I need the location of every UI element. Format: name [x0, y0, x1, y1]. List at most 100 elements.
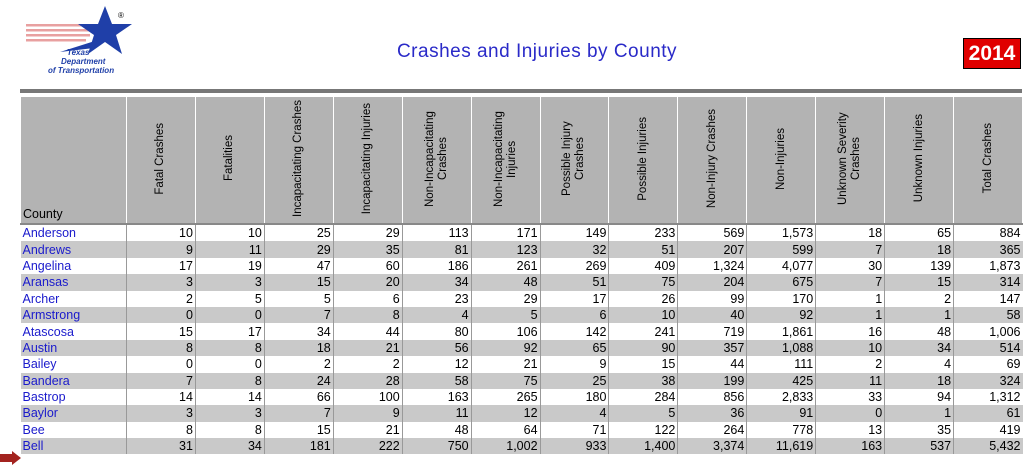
cell: 856: [677, 388, 747, 406]
cell: 34: [401, 274, 472, 291]
county-link[interactable]: Atascosa: [22, 324, 74, 339]
cell: 29: [332, 224, 403, 242]
cell: 2: [263, 356, 334, 373]
column-header-text: Non-Injury Crashes: [705, 108, 718, 209]
cell: 514: [953, 339, 1023, 357]
cell: 8: [126, 339, 196, 357]
county-link[interactable]: Armstrong: [20, 306, 127, 324]
cell: 2,833: [746, 388, 816, 406]
cell: 48: [401, 421, 472, 439]
cell: 20: [332, 274, 403, 291]
cell: 264: [677, 421, 747, 439]
cell: 18: [884, 241, 954, 258]
cell: 123: [470, 241, 541, 258]
cell: 1,861: [746, 323, 816, 340]
table-container: County Fatal Crashes Fatalities Incapacitat…: [20, 96, 1023, 467]
column-header: Non-Injury Crashes: [677, 96, 748, 225]
county-link[interactable]: Bailey: [22, 357, 57, 372]
cell: 4: [401, 306, 472, 324]
txdot-logo: ® Texas Department of Transportation: [26, 6, 132, 75]
county-link[interactable]: Angelina: [22, 258, 72, 273]
table-row: Anderson 10 10 25 29 113 171 149 233 569 1,573 18 65…: [21, 224, 1023, 242]
cell: 30: [815, 257, 885, 275]
cell: 10: [194, 224, 265, 242]
divider: [20, 89, 1022, 93]
cell: 5: [470, 306, 541, 324]
cell: 4,077: [746, 257, 816, 275]
cell: 44: [332, 323, 403, 340]
column-header-text: Possible Injury Crashes: [561, 121, 587, 196]
cell: 425: [746, 372, 816, 389]
cell: 1,573: [746, 224, 816, 242]
cell: 8: [332, 306, 403, 324]
column-header-text: Fatalities: [223, 135, 236, 182]
county-link[interactable]: Archer: [22, 291, 60, 306]
county-link[interactable]: Bell: [20, 438, 127, 455]
county-link[interactable]: Anderson: [22, 226, 77, 241]
county-link[interactable]: Andrews: [20, 241, 127, 258]
cell: 365: [953, 241, 1023, 258]
logo-text: of Transportation: [48, 66, 114, 75]
logo-mark: ®: [118, 11, 124, 20]
cell: 94: [884, 388, 954, 406]
cell: 11: [194, 241, 265, 258]
cell: 3: [126, 405, 196, 422]
cell: 5: [608, 405, 678, 422]
cell: 7: [126, 372, 196, 389]
cell: 23: [401, 290, 472, 307]
column-header: Possible Injuries: [608, 96, 679, 225]
cell: 18: [884, 372, 954, 389]
cell: 60: [332, 257, 403, 275]
cell: 241: [608, 323, 678, 340]
cell: 18: [815, 224, 885, 242]
cell: 675: [746, 274, 816, 291]
county-link[interactable]: Bastrop: [22, 390, 66, 405]
cell: 34: [884, 339, 954, 357]
cell: 51: [608, 241, 678, 258]
cell: 537: [884, 438, 954, 455]
cell: 4: [539, 405, 609, 422]
cell: 21: [332, 339, 403, 357]
county-link[interactable]: Aransas: [20, 274, 127, 291]
cell: 9: [332, 405, 403, 422]
cell: 48: [884, 323, 954, 340]
cell: 163: [401, 388, 472, 406]
county-link[interactable]: Bee: [22, 422, 45, 437]
cell: 24: [263, 372, 334, 389]
cell: 180: [539, 388, 609, 406]
page-title: Crashes and Injuries by County: [396, 41, 678, 62]
table-row: Archer 2 5 5 6 23 29 17 26 99 170 1 2 147: [21, 290, 1023, 307]
cell: 1,400: [608, 438, 678, 455]
cell: 163: [815, 438, 885, 455]
table-row: Angelina 17 19 47 60 186 261 269 409 1,324 4,077 30…: [21, 257, 1023, 275]
cell: 409: [608, 257, 678, 275]
cell: 884: [953, 224, 1023, 242]
cell: 171: [470, 224, 541, 242]
cell: 0: [194, 356, 265, 373]
cell: 2: [884, 290, 954, 307]
logo-star: [78, 6, 132, 54]
cell: 9: [539, 356, 609, 373]
cell: 199: [677, 372, 747, 389]
cell: 181: [263, 438, 334, 455]
cell: 419: [953, 421, 1023, 439]
cell: 25: [539, 372, 609, 389]
header-row: County Fatal Crashes Fatalities Incapacitat…: [20, 96, 1023, 225]
table-row: Atascosa 15 17 34 44 80 106 142 241 719 1,861 16 48 1…: [21, 323, 1023, 340]
cell: 65: [539, 339, 609, 357]
logo-text: Department: [61, 57, 106, 66]
table-row: Bell 31 34 181 222 750 1,002 933 1,400 3,374 11,61…: [20, 438, 1023, 455]
county-link[interactable]: Baylor: [20, 405, 127, 422]
column-header-text: Possible Injuries: [636, 116, 649, 201]
column-header-text: Non-Incapacitating Injuries: [492, 110, 518, 207]
table-row: Bastrop 14 14 66 100 163 265 180 284 856 2,833 33 94…: [21, 388, 1023, 406]
county-link[interactable]: Austin: [20, 339, 127, 357]
data-table: County Fatal Crashes Fatalities Incapacitat…: [20, 96, 1023, 455]
county-link[interactable]: Bandera: [20, 372, 127, 389]
cell: 15: [263, 421, 334, 439]
cell: 142: [539, 323, 609, 340]
cell: 1: [884, 306, 954, 324]
cell: 48: [470, 274, 541, 291]
cell: 18: [263, 339, 334, 357]
cell: 16: [815, 323, 885, 340]
